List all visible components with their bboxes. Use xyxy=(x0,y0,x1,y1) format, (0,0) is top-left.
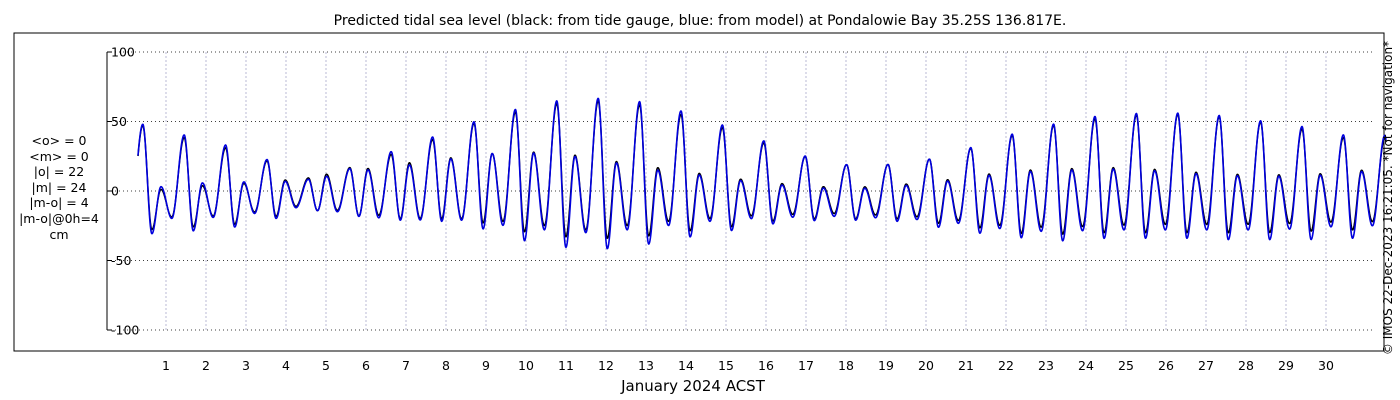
x-tick-label: 28 xyxy=(1238,358,1254,373)
x-tick-label: 6 xyxy=(362,358,370,373)
y-tick-label: 100 xyxy=(111,45,135,60)
stat-abs-model: |m| = 24 xyxy=(31,179,87,195)
x-tick-label: 18 xyxy=(838,358,854,373)
x-tick-label: 15 xyxy=(718,358,734,373)
stats-panel: <o> = 0 <m> = 0 |o| = 22 |m| = 24 |m-o| … xyxy=(14,133,104,242)
x-tick-label: 4 xyxy=(282,358,290,373)
x-tick-label: 10 xyxy=(518,358,534,373)
x-tick-label: 19 xyxy=(878,358,894,373)
x-tick-label: 1 xyxy=(162,358,170,373)
x-tick-label: 17 xyxy=(798,358,814,373)
y-axis: 100 50 0 -50 -100 xyxy=(106,45,139,338)
series-layer xyxy=(137,97,1387,250)
x-axis-label: January 2024 ACST xyxy=(620,377,766,395)
y-tick-label: -50 xyxy=(111,253,131,268)
plot-frame xyxy=(13,32,1385,352)
x-tick-label: 2 xyxy=(202,358,210,373)
stat-unit: cm xyxy=(49,226,69,242)
y-tick-label: -100 xyxy=(111,323,139,338)
x-tick-label: 29 xyxy=(1278,358,1294,373)
x-tick-label: 11 xyxy=(558,358,574,373)
grid-lines xyxy=(107,51,1372,331)
x-tick-label: 23 xyxy=(1038,358,1054,373)
x-tick-label: 8 xyxy=(442,358,450,373)
stat-abs-diff: |m-o| = 4 xyxy=(29,195,89,211)
stat-mean-observed: <o> = 0 xyxy=(31,133,87,148)
x-tick-label: 14 xyxy=(678,358,694,373)
x-tick-label: 26 xyxy=(1158,358,1174,373)
x-tick-label: 22 xyxy=(998,358,1014,373)
y-tick-label: 0 xyxy=(111,184,119,199)
x-tick-label: 7 xyxy=(402,358,410,373)
x-tick-label: 24 xyxy=(1078,358,1094,373)
stat-mean-model: <m> = 0 xyxy=(29,148,89,164)
y-tick-label: 50 xyxy=(111,114,127,129)
x-tick-label: 5 xyxy=(322,358,330,373)
series-tide-gauge-line xyxy=(137,100,1387,239)
x-tick-label: 25 xyxy=(1118,358,1134,373)
stat-abs-diff-0h: |m-o|@0h=4 xyxy=(19,210,99,226)
chart-title: Predicted tidal sea level (black: from t… xyxy=(334,13,1067,29)
copyright-note: © IMOS 22-Dec-2023 16:21:05. *Not for na… xyxy=(1381,41,1395,355)
x-axis: 1 2 3 4 5 6 7 8 9 10 11 12 13 14 15 16 17 18 19 20 21 22 23 24 2… xyxy=(162,358,1334,373)
x-tick-label: 27 xyxy=(1198,358,1214,373)
x-tick-label: 3 xyxy=(242,358,250,373)
series-model-line xyxy=(137,97,1387,250)
x-tick-label: 16 xyxy=(758,358,774,373)
x-tick-label: 13 xyxy=(638,358,654,373)
x-tick-label: 30 xyxy=(1318,358,1334,373)
x-tick-label: 12 xyxy=(598,358,614,373)
x-tick-label: 20 xyxy=(918,358,934,373)
stat-abs-observed: |o| = 22 xyxy=(33,164,85,180)
x-tick-label: 21 xyxy=(958,358,974,373)
x-tick-label: 9 xyxy=(482,358,490,373)
